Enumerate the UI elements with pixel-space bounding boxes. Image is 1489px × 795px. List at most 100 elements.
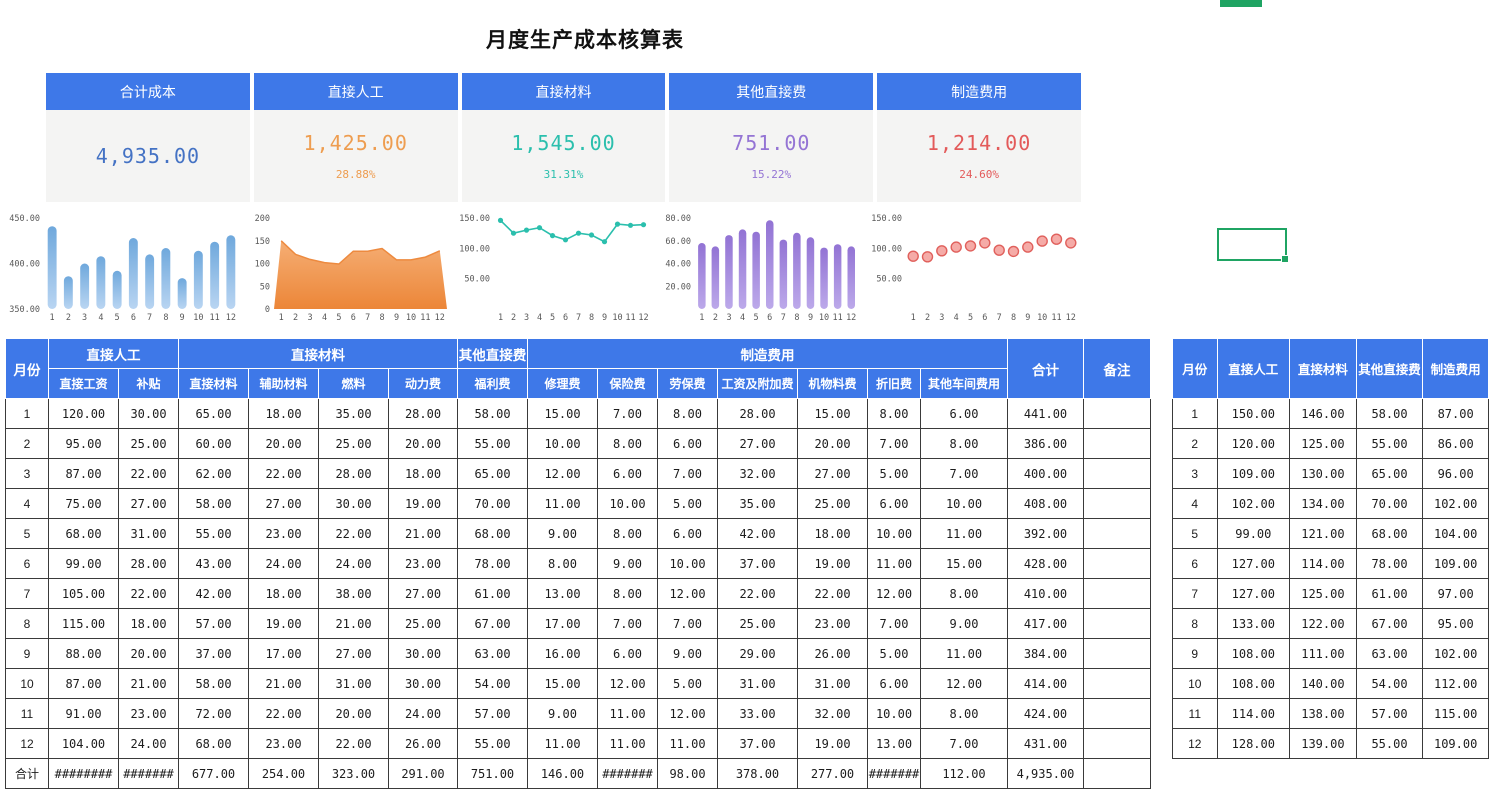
table-cell[interactable]: 25.00: [717, 608, 798, 639]
fill-handle[interactable]: [1281, 255, 1289, 263]
table-cell[interactable]: 32.00: [717, 458, 798, 489]
table-cell[interactable]: 4,935.00: [1007, 758, 1084, 789]
table-cell[interactable]: 55.00: [457, 428, 528, 459]
table-cell[interactable]: [1083, 728, 1151, 759]
table-cell[interactable]: 21.00: [388, 518, 458, 549]
table-cell[interactable]: 6: [1172, 548, 1218, 579]
table-cell[interactable]: 27.00: [797, 458, 868, 489]
table-cell[interactable]: 414.00: [1007, 668, 1084, 699]
header-cell[interactable]: 保险费: [597, 368, 658, 399]
table-cell[interactable]: 125.00: [1289, 578, 1357, 609]
table-cell[interactable]: [1083, 608, 1151, 639]
table-cell[interactable]: 112.00: [920, 758, 1008, 789]
table-cell[interactable]: 8.00: [527, 548, 598, 579]
table-cell[interactable]: 8.00: [597, 578, 658, 609]
table-cell[interactable]: 91.00: [48, 698, 119, 729]
header-cell[interactable]: 备注: [1083, 338, 1151, 399]
table-cell[interactable]: 27.00: [388, 578, 458, 609]
table-cell[interactable]: 384.00: [1007, 638, 1084, 669]
table-cell[interactable]: [1083, 458, 1151, 489]
table-cell[interactable]: 67.00: [457, 608, 528, 639]
table-cell[interactable]: 7.00: [597, 608, 658, 639]
table-cell[interactable]: 13.00: [527, 578, 598, 609]
table-cell[interactable]: 65.00: [1355, 458, 1424, 489]
table-cell[interactable]: 23.00: [797, 608, 868, 639]
table-cell[interactable]: 125.00: [1289, 428, 1357, 459]
table-cell[interactable]: 5.00: [867, 638, 921, 669]
table-cell[interactable]: 127.00: [1216, 578, 1291, 609]
table-cell[interactable]: 87.00: [48, 668, 119, 699]
table-cell[interactable]: 10.00: [867, 698, 921, 729]
table-cell[interactable]: 417.00: [1007, 608, 1084, 639]
header-cell[interactable]: 直接材料: [1289, 338, 1357, 399]
table-cell[interactable]: 57.00: [1355, 698, 1424, 729]
table-cell[interactable]: 28.00: [717, 398, 798, 429]
table-cell[interactable]: 61.00: [457, 578, 528, 609]
table-cell[interactable]: 22.00: [318, 518, 389, 549]
table-cell[interactable]: [1083, 548, 1151, 579]
table-cell[interactable]: 24.00: [388, 698, 458, 729]
table-cell[interactable]: [1083, 518, 1151, 549]
table-cell[interactable]: #######: [867, 758, 921, 789]
table-cell[interactable]: 7.00: [920, 728, 1008, 759]
table-cell[interactable]: 10: [5, 668, 49, 699]
table-cell[interactable]: 8.00: [920, 428, 1008, 459]
table-cell[interactable]: 19.00: [248, 608, 319, 639]
table-cell[interactable]: 15.00: [797, 398, 868, 429]
table-cell[interactable]: 22.00: [118, 578, 179, 609]
table-cell[interactable]: 27.00: [248, 488, 319, 519]
table-cell[interactable]: 29.00: [717, 638, 798, 669]
table-cell[interactable]: 3: [5, 458, 49, 489]
table-cell[interactable]: 751.00: [457, 758, 528, 789]
table-cell[interactable]: 10.00: [657, 548, 718, 579]
table-cell[interactable]: 424.00: [1007, 698, 1084, 729]
table-cell[interactable]: 11.00: [867, 548, 921, 579]
header-cell[interactable]: 直接材料: [178, 338, 458, 369]
table-cell[interactable]: 18.00: [797, 518, 868, 549]
table-cell[interactable]: 18.00: [118, 608, 179, 639]
table-cell[interactable]: 400.00: [1007, 458, 1084, 489]
table-cell[interactable]: 128.00: [1216, 728, 1291, 759]
table-cell[interactable]: 139.00: [1289, 728, 1357, 759]
table-cell[interactable]: 30.00: [118, 398, 179, 429]
table-cell[interactable]: 54.00: [1355, 668, 1424, 699]
table-cell[interactable]: 合计: [5, 758, 49, 789]
table-cell[interactable]: 4: [5, 488, 49, 519]
table-cell[interactable]: 31.00: [797, 668, 868, 699]
table-cell[interactable]: 17.00: [248, 638, 319, 669]
table-cell[interactable]: 105.00: [48, 578, 119, 609]
table-cell[interactable]: 15.00: [920, 548, 1008, 579]
table-cell[interactable]: 19.00: [797, 548, 868, 579]
header-cell[interactable]: 其他直接费: [457, 338, 528, 369]
table-cell[interactable]: 7: [1172, 578, 1218, 609]
selected-cell-outline[interactable]: [1217, 228, 1289, 263]
table-cell[interactable]: 70.00: [457, 488, 528, 519]
header-cell[interactable]: 制造费用: [1422, 338, 1489, 399]
table-cell[interactable]: 2: [5, 428, 49, 459]
table-cell[interactable]: [1083, 428, 1151, 459]
table-cell[interactable]: 1: [5, 398, 49, 429]
table-cell[interactable]: 146.00: [1289, 398, 1357, 429]
table-cell[interactable]: 68.00: [178, 728, 249, 759]
table-cell[interactable]: 10.00: [527, 428, 598, 459]
table-cell[interactable]: 22.00: [797, 578, 868, 609]
table-cell[interactable]: 8.00: [920, 698, 1008, 729]
table-cell[interactable]: 22.00: [717, 578, 798, 609]
table-cell[interactable]: 12.00: [920, 668, 1008, 699]
table-cell[interactable]: 95.00: [1422, 608, 1489, 639]
table-cell[interactable]: 68.00: [48, 518, 119, 549]
table-cell[interactable]: 12.00: [657, 698, 718, 729]
table-cell[interactable]: 6.00: [657, 428, 718, 459]
table-cell[interactable]: 65.00: [457, 458, 528, 489]
table-cell[interactable]: 146.00: [527, 758, 598, 789]
table-cell[interactable]: 15.00: [527, 668, 598, 699]
table-cell[interactable]: 5: [1172, 518, 1218, 549]
table-cell[interactable]: 254.00: [248, 758, 319, 789]
table-cell[interactable]: 5.00: [867, 458, 921, 489]
table-cell[interactable]: 20.00: [118, 638, 179, 669]
table-cell[interactable]: 5.00: [657, 668, 718, 699]
table-cell[interactable]: 15.00: [527, 398, 598, 429]
table-cell[interactable]: 23.00: [388, 548, 458, 579]
table-cell[interactable]: 11: [1172, 698, 1218, 729]
table-cell[interactable]: 10.00: [867, 518, 921, 549]
